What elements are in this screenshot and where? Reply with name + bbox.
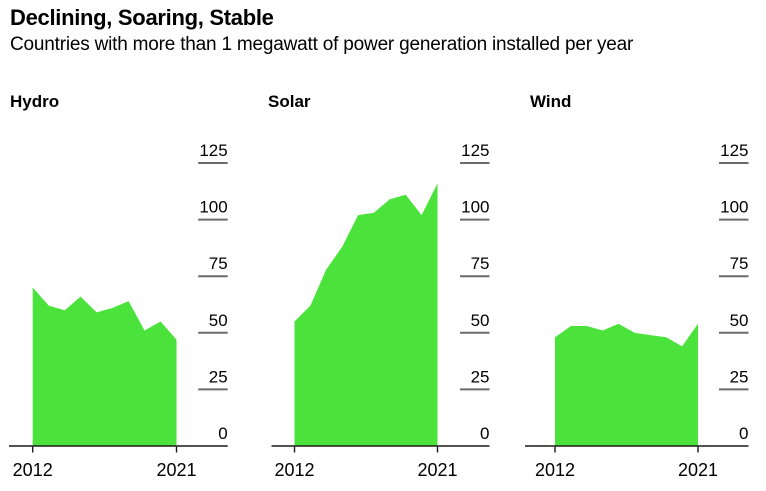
y-tick-label: 75 (471, 254, 490, 273)
wind-area-series (555, 323, 698, 446)
solar-chart-panel: 0 25 50 75 100 125 2012 2021 (271, 141, 490, 480)
y-tick-label: 125 (461, 141, 489, 160)
x-tick-label: 2021 (417, 460, 457, 480)
y-tick-label: 50 (471, 311, 490, 330)
hydro-area-series (32, 287, 177, 446)
hydro-chart-panel: 0 25 50 75 100 125 2012 2021 (9, 141, 228, 480)
y-tick-label: 100 (199, 198, 227, 217)
y-tick-label: 50 (730, 311, 749, 330)
page-subtitle: Countries with more than 1 megawatt of p… (10, 34, 634, 55)
y-tick-label: 0 (480, 424, 489, 443)
chart-title-wind: Wind (530, 92, 572, 111)
y-tick-label: 25 (209, 367, 228, 386)
page-title: Declining, Soaring, Stable (10, 5, 274, 30)
solar-area-series (294, 183, 438, 446)
y-tick-label: 125 (720, 141, 748, 160)
y-tick-label: 125 (199, 141, 227, 160)
y-tick-label: 0 (218, 424, 227, 443)
x-tick-label: 2021 (678, 460, 718, 480)
y-tick-label: 25 (471, 367, 490, 386)
wind-chart-panel: 0 25 50 75 100 125 2012 2021 (525, 141, 749, 480)
y-tick-label: 100 (461, 198, 489, 217)
x-tick-label: 2012 (13, 460, 53, 480)
y-tick-label: 100 (720, 198, 748, 217)
y-tick-label: 50 (209, 311, 228, 330)
x-tick-label: 2012 (274, 460, 314, 480)
y-tick-label: 75 (730, 254, 749, 273)
x-tick-label: 2021 (156, 460, 196, 480)
x-tick-label: 2012 (535, 460, 575, 480)
y-tick-label: 75 (209, 254, 228, 273)
chart-title-hydro: Hydro (10, 92, 60, 111)
y-tick-label: 25 (730, 367, 749, 386)
y-tick-label: 0 (739, 424, 748, 443)
chart-title-solar: Solar (268, 92, 311, 111)
